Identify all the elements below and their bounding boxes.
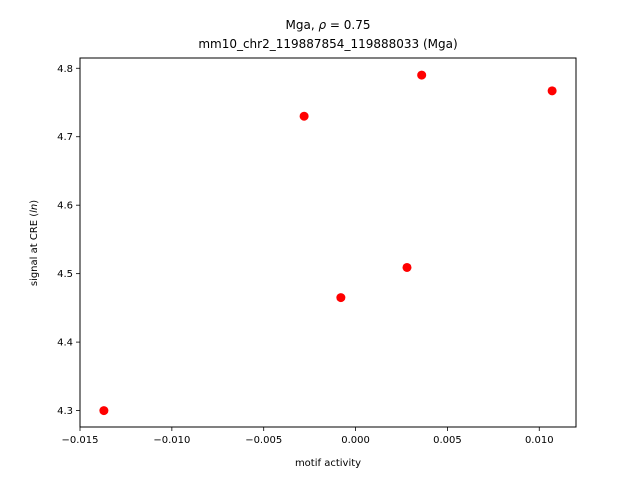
data-points [99, 70, 557, 416]
x-tick-label: 0.010 [525, 435, 554, 446]
data-point [299, 111, 309, 121]
data-point [547, 86, 557, 96]
x-tick-label: 0.005 [433, 435, 462, 446]
title-mga: Mga, [286, 18, 319, 32]
y-tick-label: 4.8 [57, 64, 73, 75]
x-tick-label: −0.015 [61, 435, 98, 446]
title-value: = 0.75 [326, 18, 370, 32]
y-tick-label: 4.3 [57, 406, 73, 417]
x-axis-ticks: −0.015 −0.010 −0.005 0.000 0.005 0.010 [61, 427, 554, 446]
x-tick-label: 0.000 [341, 435, 370, 446]
data-point [99, 406, 109, 416]
y-tick-label: 4.4 [57, 338, 73, 349]
chart-title-line2: mm10_chr2_119887854_119888033 (Mga) [198, 37, 457, 51]
data-point [336, 293, 346, 303]
data-point [402, 262, 412, 272]
y-tick-label: 4.7 [57, 132, 73, 143]
data-point [417, 70, 427, 80]
y-axis-label: signal at CRE (ln) [29, 200, 40, 286]
x-tick-label: −0.005 [245, 435, 282, 446]
y-tick-label: 4.6 [57, 201, 73, 212]
y-axis-ticks: 4.3 4.4 4.5 4.6 4.7 4.8 [57, 64, 80, 417]
plot-area-frame [79, 57, 577, 428]
y-tick-label: 4.5 [57, 269, 73, 280]
x-axis-label: motif activity [295, 458, 361, 469]
title-rho: ρ [318, 18, 326, 32]
y-axis-label-close: ) [29, 200, 40, 204]
y-axis-label-main: signal at CRE ( [29, 213, 40, 286]
chart-title-line1: Mga, ρ = 0.75 [286, 18, 371, 32]
x-tick-label: −0.010 [153, 435, 190, 446]
y-axis-label-unit: ln [29, 204, 40, 213]
